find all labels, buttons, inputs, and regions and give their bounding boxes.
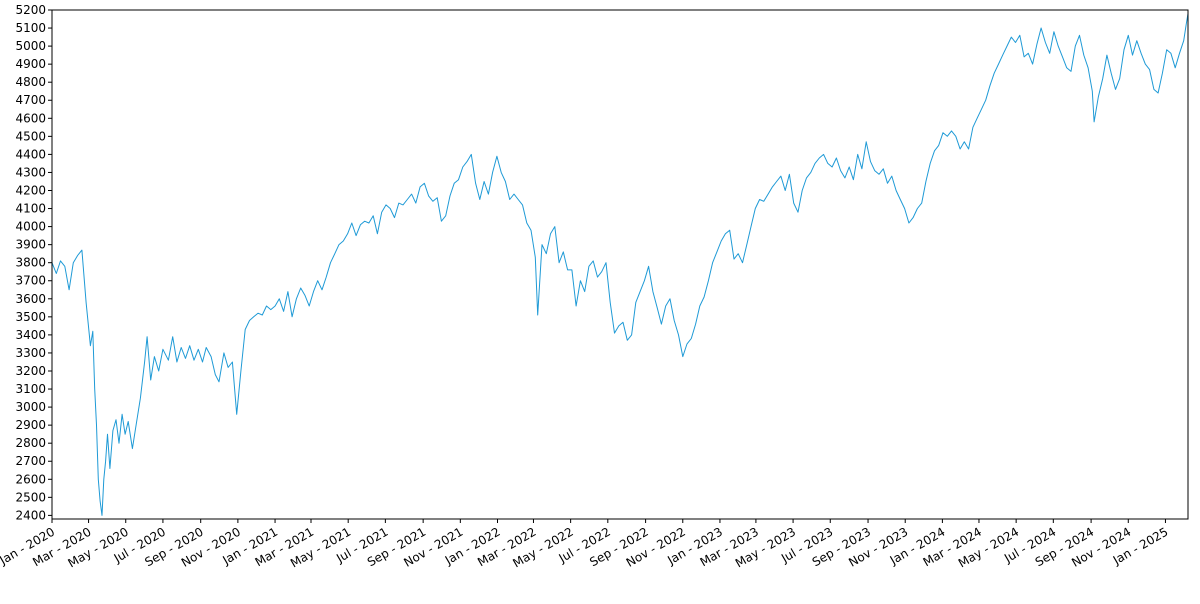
y-tick-label: 3600 <box>15 292 46 306</box>
y-tick-label: 3100 <box>15 382 46 396</box>
y-tick-label: 4500 <box>15 129 46 143</box>
y-tick-label: 2600 <box>15 472 46 486</box>
y-tick-label: 2800 <box>15 436 46 450</box>
y-tick-label: 3000 <box>15 400 46 414</box>
y-tick-label: 4800 <box>15 75 46 89</box>
y-tick-label: 4000 <box>15 220 46 234</box>
y-tick-label: 4900 <box>15 57 46 71</box>
y-tick-label: 4600 <box>15 111 46 125</box>
y-tick-label: 4300 <box>15 165 46 179</box>
y-tick-label: 5000 <box>15 39 46 53</box>
y-tick-label: 4400 <box>15 147 46 161</box>
y-tick-label: 3500 <box>15 310 46 324</box>
y-tick-label: 4100 <box>15 202 46 216</box>
y-tick-label: 3700 <box>15 274 46 288</box>
series-layer <box>51 13 1189 516</box>
y-tick-label: 3800 <box>15 256 46 270</box>
y-tick-label: 4200 <box>15 183 46 197</box>
y-tick-label: 5200 <box>15 3 46 17</box>
y-axis: 2400 2500 2600 2700 2800 2900 3000 3100 3200 3300… <box>15 3 52 522</box>
y-tick-label: 2400 <box>15 508 46 522</box>
y-tick-label: 3200 <box>15 364 46 378</box>
y-tick-label: 3400 <box>15 328 46 342</box>
y-tick-label: 2500 <box>15 490 46 504</box>
y-tick-label: 3900 <box>15 238 46 252</box>
y-tick-label: 2900 <box>15 418 46 432</box>
plot-frame <box>51 9 1189 520</box>
series-line-0 <box>51 13 1189 516</box>
y-tick-label: 5100 <box>15 21 46 35</box>
y-tick-label: 3300 <box>15 346 46 360</box>
y-tick-label: 2700 <box>15 454 46 468</box>
y-tick-label: 4700 <box>15 93 46 107</box>
